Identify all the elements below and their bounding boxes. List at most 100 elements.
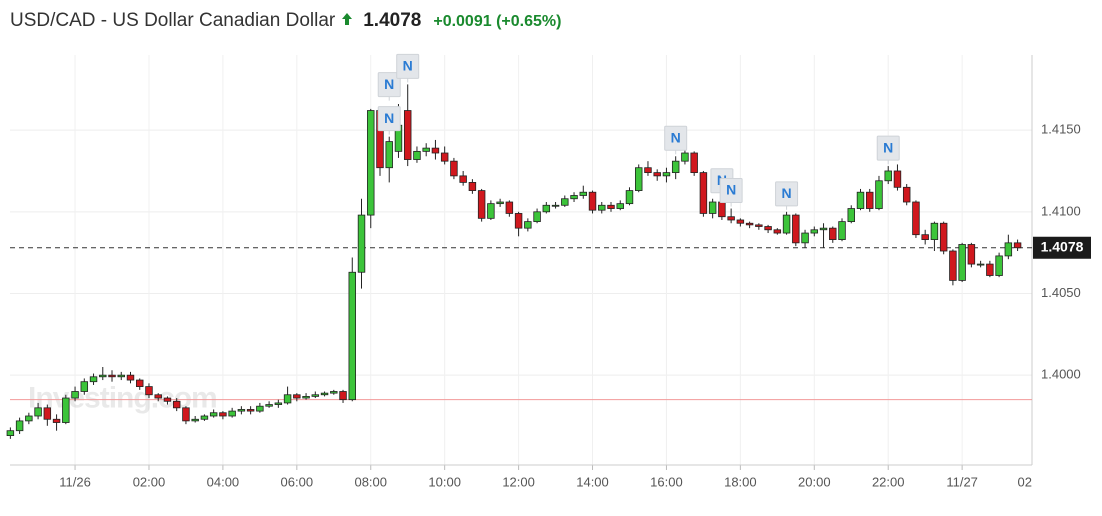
news-marker-label: N [403, 58, 413, 74]
candle-body [283, 394, 292, 404]
x-tick-label: 18:00 [724, 474, 757, 489]
candle-body [62, 397, 70, 423]
x-tick-label: 10:00 [428, 474, 461, 489]
candle-body [690, 152, 698, 174]
candle-body [163, 397, 172, 402]
candle-body [736, 219, 745, 224]
candle-body [995, 255, 1003, 276]
candle-body [293, 394, 301, 399]
candle-body [496, 201, 504, 205]
x-tick-label: 11/27 [946, 474, 978, 489]
candle-body [126, 374, 135, 381]
x-tick-label: 20:00 [798, 474, 831, 489]
candle-body [561, 198, 569, 206]
candle-body [219, 412, 227, 417]
candle-body [819, 227, 828, 231]
candle-body [616, 203, 624, 209]
candle-body [912, 201, 920, 236]
candle-body [265, 404, 273, 407]
candle-body [182, 407, 190, 422]
news-marker-label: N [726, 182, 736, 198]
up-arrow [342, 13, 353, 25]
candle-body [25, 415, 33, 422]
candle-body [598, 204, 606, 211]
candle-body [579, 191, 588, 196]
candle-body [551, 204, 560, 207]
candle-body [792, 214, 800, 244]
candle-body [875, 180, 883, 209]
candle-body [52, 418, 61, 423]
candle-body [228, 410, 236, 417]
candle-body [477, 190, 486, 219]
candle-body [829, 227, 837, 240]
candle-body [71, 391, 79, 399]
news-marker-label: N [384, 110, 394, 126]
y-tick-label: 1.4150 [1041, 122, 1081, 137]
candle-body [80, 381, 89, 392]
candle-body [745, 222, 754, 226]
candle-body [662, 172, 671, 177]
y-tick-label: 1.4050 [1041, 285, 1081, 300]
candle-body [644, 167, 652, 174]
candle-body [15, 420, 24, 432]
y-tick-label: 1.4100 [1041, 203, 1081, 218]
candle-body [930, 222, 939, 240]
x-tick-label: 06:00 [281, 474, 314, 489]
candle-body [671, 160, 680, 174]
x-tick-label: 22:00 [872, 474, 905, 489]
candle-body [431, 147, 440, 154]
candle-body [256, 405, 264, 412]
current-price-box [1033, 236, 1091, 259]
candle-body [838, 221, 846, 240]
candle-body [330, 391, 338, 394]
candle-body [367, 110, 375, 216]
x-tick-label: 14:00 [576, 474, 609, 489]
candle-body [514, 213, 523, 229]
y-tick-label: 1.4000 [1041, 367, 1081, 382]
candle-body [542, 204, 551, 213]
price: 1.4078 [363, 10, 422, 31]
candle-body [487, 203, 495, 219]
candle-body [782, 214, 791, 234]
candle-body [986, 263, 994, 276]
x-tick-label: 02:00 [133, 474, 166, 489]
candle-body [468, 182, 477, 191]
candle-body [440, 152, 449, 162]
candle-body [274, 402, 283, 405]
candle-body [625, 190, 634, 205]
candle-body [708, 201, 717, 214]
candle-body [755, 224, 763, 227]
news-marker-label: N [384, 76, 394, 92]
candle-body [810, 229, 819, 234]
candle-body [145, 386, 153, 396]
candle-body [967, 244, 976, 265]
candle-body [801, 232, 809, 244]
candle-body [949, 250, 957, 281]
candle-body [413, 150, 421, 160]
candle-body [727, 216, 735, 221]
candle-body [302, 395, 310, 399]
candle-body [136, 379, 144, 387]
candle-body [339, 391, 347, 401]
candle-body [200, 415, 209, 420]
candle-body [884, 170, 892, 182]
candle-body [385, 141, 393, 169]
candle-body [773, 229, 782, 234]
candle-body [699, 172, 708, 214]
candle-body [570, 195, 578, 200]
candle-body [246, 409, 255, 412]
current-price-label: 1.4078 [1041, 238, 1084, 254]
candle-body [533, 211, 541, 223]
candle-body [6, 430, 15, 436]
candle-body [921, 234, 929, 240]
x-axis: 11/26 02:00 04:00 06:00 08:00 10:00 12:00 14:00… [59, 474, 1032, 489]
x-tick-label: 02 [1018, 474, 1032, 489]
candle-body [43, 407, 52, 420]
candle-body [357, 214, 366, 273]
candle-body [856, 191, 865, 209]
candle-body [450, 160, 458, 177]
candle-body [154, 394, 162, 399]
x-tick-label: 08:00 [354, 474, 387, 489]
